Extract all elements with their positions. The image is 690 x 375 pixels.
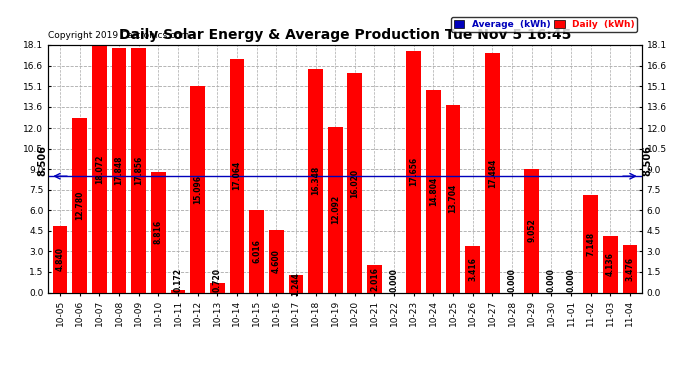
Text: 4.136: 4.136: [606, 252, 615, 276]
Text: 17.848: 17.848: [115, 156, 124, 185]
Bar: [170, 290, 186, 292]
Text: 8.816: 8.816: [154, 220, 163, 244]
Text: 13.704: 13.704: [448, 184, 457, 213]
Text: 0.000: 0.000: [546, 268, 556, 292]
Text: 15.096: 15.096: [193, 175, 202, 204]
Text: Copyright 2019 Cartronics.com: Copyright 2019 Cartronics.com: [48, 31, 190, 40]
Text: 18.072: 18.072: [95, 154, 104, 184]
Bar: [603, 236, 618, 292]
Bar: [328, 127, 342, 292]
Bar: [131, 48, 146, 292]
Text: 17.484: 17.484: [488, 158, 497, 188]
Text: 17.656: 17.656: [409, 157, 418, 186]
Bar: [92, 45, 107, 292]
Bar: [446, 105, 460, 292]
Text: 17.856: 17.856: [134, 156, 144, 185]
Text: 2.016: 2.016: [370, 267, 379, 291]
Text: 8.506: 8.506: [37, 146, 48, 176]
Bar: [269, 230, 284, 292]
Text: 7.148: 7.148: [586, 232, 595, 256]
Title: Daily Solar Energy & Average Production Tue Nov 5 16:45: Daily Solar Energy & Average Production …: [119, 28, 571, 42]
Bar: [426, 90, 441, 292]
Text: 16.020: 16.020: [351, 168, 359, 198]
Bar: [190, 86, 205, 292]
Text: 0.000: 0.000: [566, 268, 575, 292]
Text: 0.720: 0.720: [213, 268, 221, 292]
Bar: [406, 51, 421, 292]
Bar: [367, 265, 382, 292]
Text: 4.840: 4.840: [56, 248, 65, 272]
Bar: [465, 246, 480, 292]
Text: 14.804: 14.804: [429, 177, 438, 206]
Text: 6.016: 6.016: [252, 239, 261, 263]
Text: 8.506: 8.506: [642, 146, 653, 176]
Bar: [112, 48, 126, 292]
Bar: [249, 210, 264, 292]
Bar: [288, 276, 303, 292]
Text: 17.064: 17.064: [233, 161, 241, 190]
Text: 9.052: 9.052: [527, 219, 536, 243]
Text: 1.244: 1.244: [291, 272, 300, 296]
Bar: [622, 245, 638, 292]
Bar: [52, 226, 68, 292]
Text: 12.092: 12.092: [331, 195, 339, 224]
Text: 0.000: 0.000: [508, 268, 517, 292]
Bar: [348, 74, 362, 292]
Text: 16.348: 16.348: [311, 166, 320, 195]
Bar: [72, 118, 87, 292]
Bar: [151, 172, 166, 292]
Text: 12.780: 12.780: [75, 190, 84, 220]
Text: 4.600: 4.600: [272, 249, 281, 273]
Text: 3.416: 3.416: [469, 257, 477, 281]
Bar: [210, 283, 225, 292]
Bar: [524, 169, 539, 292]
Bar: [485, 53, 500, 292]
Bar: [308, 69, 323, 292]
Bar: [583, 195, 598, 292]
Bar: [230, 59, 244, 292]
Legend: Average  (kWh), Daily  (kWh): Average (kWh), Daily (kWh): [451, 17, 637, 32]
Text: 0.172: 0.172: [173, 268, 182, 292]
Text: 3.476: 3.476: [625, 257, 634, 281]
Text: 0.000: 0.000: [390, 268, 399, 292]
